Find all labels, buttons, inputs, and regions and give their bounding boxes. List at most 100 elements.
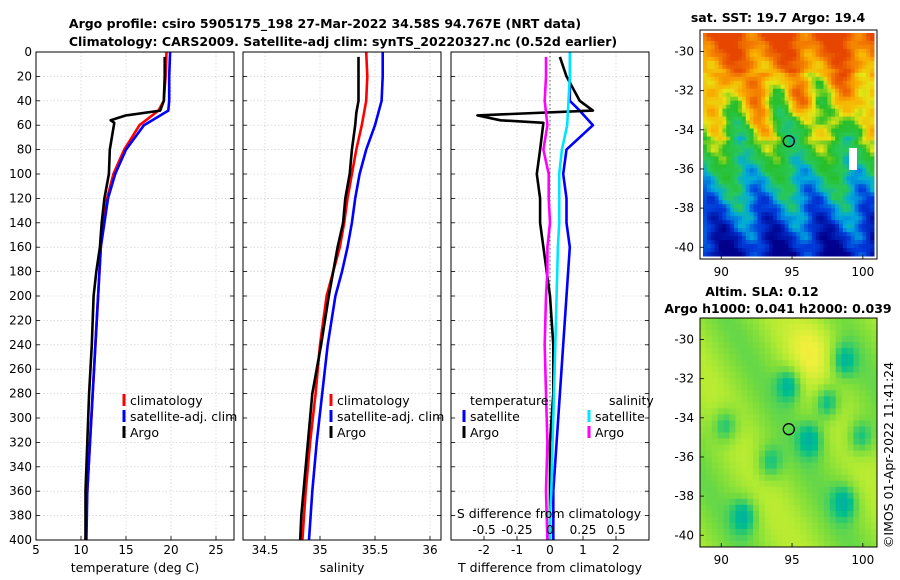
map-cell xyxy=(726,96,731,102)
map-cell xyxy=(711,462,719,470)
map-cell xyxy=(753,76,758,82)
map-cell xyxy=(749,84,755,90)
map-cell xyxy=(722,172,727,177)
map-cell xyxy=(759,396,766,403)
map-cell xyxy=(831,180,836,185)
map-cell xyxy=(812,390,819,397)
map-cell xyxy=(710,188,716,193)
map-cell xyxy=(806,510,813,518)
map-cell xyxy=(866,160,871,165)
map-cell xyxy=(741,456,748,464)
map-cell xyxy=(819,124,824,130)
map-cell xyxy=(804,72,809,78)
map-cell xyxy=(729,540,736,548)
map-cell xyxy=(800,208,805,213)
map-cell xyxy=(807,164,813,169)
map-cell xyxy=(730,56,735,62)
map-cell xyxy=(782,540,789,548)
map-cell xyxy=(847,366,854,373)
map-cell xyxy=(847,504,854,512)
map-cell xyxy=(788,72,793,78)
map-cell xyxy=(737,192,743,197)
map-cell xyxy=(753,248,758,253)
map-cell xyxy=(842,204,848,209)
map-cell xyxy=(745,100,751,106)
map-cell xyxy=(770,480,778,488)
map-cell xyxy=(811,52,817,58)
map-cell xyxy=(829,486,837,494)
map-cell xyxy=(722,92,727,98)
map-cell xyxy=(780,56,786,62)
map-cell xyxy=(726,172,731,177)
map-cell xyxy=(788,212,793,217)
map-cell xyxy=(735,318,742,325)
map-cell xyxy=(831,244,836,249)
map-cell xyxy=(765,140,770,145)
map-cell xyxy=(812,540,819,548)
map-cell xyxy=(862,132,867,138)
map-cell xyxy=(839,72,844,78)
map-cell xyxy=(827,168,832,173)
map-cell xyxy=(866,236,871,241)
map-cell xyxy=(734,180,739,185)
map-cell xyxy=(784,92,789,98)
map-cell xyxy=(780,76,786,82)
map-cell xyxy=(717,528,725,536)
map-cell xyxy=(800,486,807,494)
map-cell xyxy=(807,84,813,90)
map-cell xyxy=(829,474,837,482)
map-cell xyxy=(818,528,825,536)
map-cell xyxy=(831,208,836,213)
x-tick-label: 95 xyxy=(784,265,799,279)
map-cell xyxy=(749,244,755,249)
map-cell xyxy=(827,200,832,205)
x-tick-label: -1 xyxy=(511,543,523,557)
map-cell xyxy=(710,232,716,237)
map-cell xyxy=(858,156,863,161)
map-cell xyxy=(769,88,774,94)
map-cell xyxy=(700,324,707,331)
map-cell xyxy=(753,112,758,118)
map-cell xyxy=(839,252,844,257)
map-cell xyxy=(862,236,867,241)
map-cell xyxy=(753,330,760,337)
map-cell xyxy=(730,220,735,225)
map-cell xyxy=(866,204,871,209)
map-cell xyxy=(735,522,742,530)
map-cell xyxy=(776,390,784,397)
map-cell xyxy=(815,196,821,201)
map-cell xyxy=(792,232,797,237)
map-cell xyxy=(866,120,871,126)
map-cell xyxy=(871,474,878,482)
map-cell xyxy=(794,474,801,482)
map-cell xyxy=(796,140,801,145)
map-cell xyxy=(782,324,789,331)
map-cell xyxy=(782,318,789,325)
map-cell xyxy=(871,486,878,494)
map-cell xyxy=(858,56,863,62)
map-cell xyxy=(800,204,805,209)
map-cell xyxy=(735,492,742,500)
series-line-satellite-adj-clim xyxy=(307,52,385,540)
map-cell xyxy=(710,108,716,114)
map-cell xyxy=(839,164,844,169)
map-cell xyxy=(792,192,797,197)
map-cell xyxy=(865,534,872,542)
map-cell xyxy=(829,330,837,337)
map-cell xyxy=(749,40,755,46)
map-cell xyxy=(839,224,844,229)
map-cell xyxy=(769,120,774,126)
map-cell xyxy=(800,438,807,446)
map-cell xyxy=(871,342,878,349)
x-tick-label: 100 xyxy=(851,265,874,279)
map-cell xyxy=(714,148,720,153)
map-cell xyxy=(871,378,878,385)
map-cell xyxy=(741,462,748,470)
map-cell xyxy=(776,200,782,205)
map-cell xyxy=(776,384,784,391)
map-cell xyxy=(749,52,755,58)
map-cell xyxy=(842,96,848,102)
map-cell xyxy=(761,76,766,82)
map-cell xyxy=(792,164,797,169)
map-cell xyxy=(823,450,831,458)
